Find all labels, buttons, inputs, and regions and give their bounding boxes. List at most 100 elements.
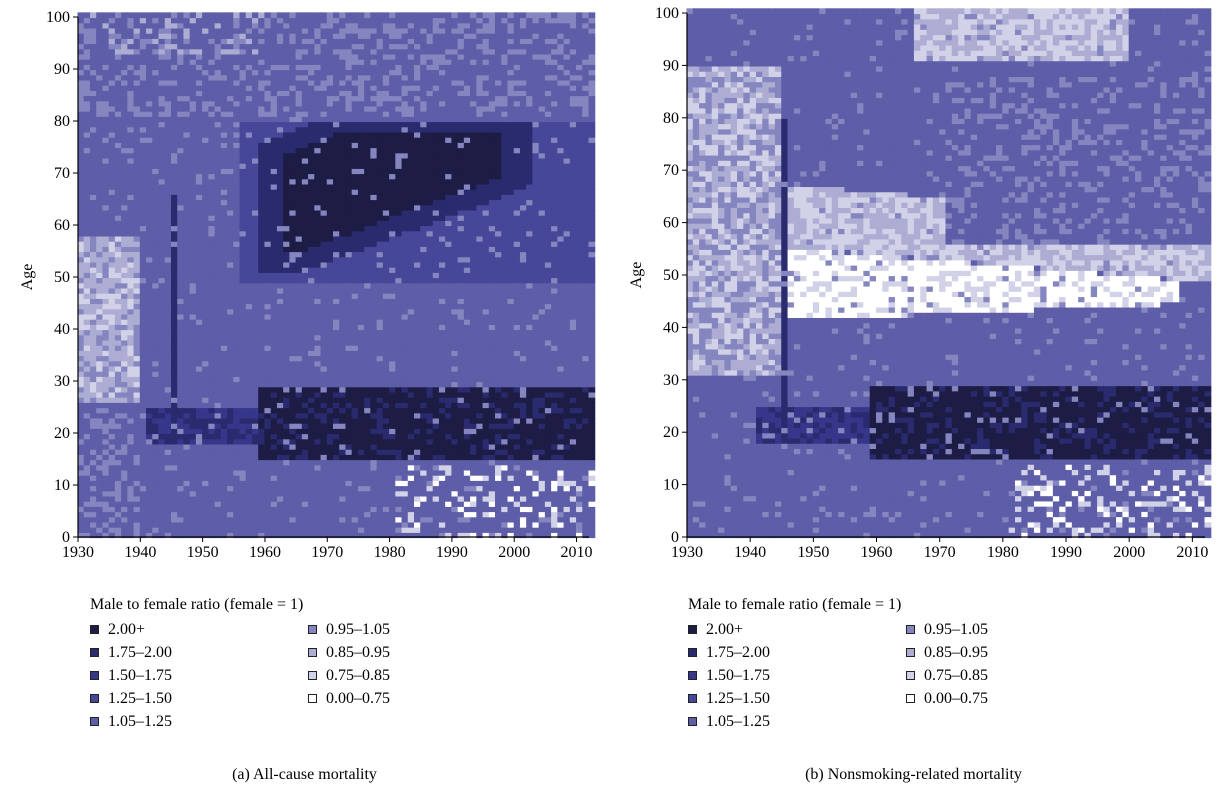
- heatmap-cell: [357, 85, 365, 91]
- heatmap-cell: [314, 412, 322, 419]
- heatmap-cell: [382, 334, 390, 341]
- heatmap-cell: [164, 38, 172, 45]
- heatmap-cell: [339, 417, 346, 424]
- heatmap-cell: [376, 365, 384, 372]
- heatmap-cell: [183, 303, 191, 310]
- heatmap-cell: [121, 225, 128, 232]
- heatmap-cell: [170, 38, 178, 45]
- heatmap-cell: [164, 131, 172, 138]
- heatmap-cell: [264, 334, 272, 341]
- heatmap-cell: [183, 215, 191, 221]
- heatmap-cell: [270, 147, 278, 154]
- heatmap-cell: [108, 501, 116, 507]
- heatmap-cell: [164, 360, 172, 367]
- heatmap-cell: [308, 17, 315, 24]
- heatmap-cell: [233, 256, 241, 263]
- heatmap-cell: [345, 74, 353, 81]
- heatmap-cell: [339, 215, 346, 221]
- heatmap-cell: [339, 241, 346, 247]
- heatmap-cell: [89, 490, 97, 497]
- heatmap-cell: [320, 121, 328, 128]
- heatmap-cell: [345, 329, 353, 336]
- heatmap-cell: [301, 241, 309, 247]
- heatmap-cell: [357, 178, 365, 185]
- heatmap-cell: [96, 381, 103, 388]
- heatmap-cell: [264, 485, 272, 492]
- heatmap-cell: [289, 183, 297, 190]
- heatmap-cell: [357, 365, 365, 372]
- heatmap-cell: [283, 105, 290, 112]
- heatmap-cell: [270, 350, 278, 357]
- heatmap-cell: [339, 443, 346, 450]
- heatmap-cell: [164, 22, 172, 29]
- heatmap-cell: [251, 511, 259, 518]
- heatmap-cell: [326, 215, 334, 221]
- heatmap-cell: [108, 527, 116, 533]
- heatmap-cell: [245, 412, 253, 419]
- heatmap-cell: [77, 371, 85, 377]
- heatmap-cell: [89, 105, 97, 112]
- heatmap-cell: [295, 386, 303, 393]
- heatmap-cell: [133, 277, 141, 284]
- heatmap-cell: [89, 251, 97, 258]
- heatmap-cell: [96, 17, 103, 24]
- heatmap-cell: [189, 85, 197, 91]
- heatmap-cell: [251, 22, 259, 29]
- heatmap-cell: [364, 329, 371, 336]
- heatmap-cell: [195, 215, 203, 221]
- heatmap-cell: [158, 131, 166, 138]
- heatmap-cell: [308, 532, 315, 539]
- heatmap-cell: [146, 251, 153, 258]
- heatmap-cell: [127, 116, 135, 123]
- heatmap-cell: [233, 173, 241, 180]
- heatmap-cell: [370, 303, 378, 310]
- heatmap-cell: [283, 381, 290, 388]
- heatmap-cell: [364, 350, 371, 357]
- heatmap-cell: [314, 168, 322, 175]
- heatmap-cell: [96, 365, 103, 372]
- heatmap-cell: [127, 59, 135, 65]
- heatmap-cell: [382, 480, 390, 487]
- heatmap-cell: [276, 246, 284, 253]
- heatmap-cell: [102, 74, 110, 81]
- heatmap-cell: [96, 100, 103, 107]
- heatmap-cell: [133, 22, 141, 29]
- heatmap-cell: [283, 371, 290, 377]
- heatmap-cell: [251, 183, 259, 190]
- heatmap-cell: [127, 277, 135, 284]
- heatmap-cell: [364, 433, 371, 440]
- heatmap-cell: [146, 449, 153, 455]
- heatmap-cell: [127, 147, 135, 154]
- heatmap-cell: [177, 64, 184, 71]
- heatmap-cell: [108, 319, 116, 325]
- heatmap-cell: [376, 350, 384, 357]
- heatmap-cell: [227, 33, 234, 39]
- heatmap-cell: [195, 329, 203, 336]
- heatmap-cell: [351, 17, 359, 24]
- heatmap-cell: [295, 308, 303, 315]
- heatmap-cell: [102, 178, 110, 185]
- heatmap-cell: [127, 293, 135, 299]
- heatmap-cell: [195, 189, 203, 195]
- heatmap-cell: [158, 282, 166, 289]
- heatmap-cell: [189, 381, 197, 388]
- heatmap-cell: [170, 454, 178, 461]
- heatmap-cell: [326, 293, 334, 299]
- heatmap-cell: [127, 443, 135, 450]
- heatmap-cell: [357, 12, 365, 19]
- heatmap-cell: [208, 43, 216, 50]
- heatmap-cell: [83, 111, 91, 117]
- heatmap-cell: [77, 168, 85, 175]
- heatmap-cell: [289, 38, 297, 45]
- heatmap-cell: [183, 100, 191, 107]
- heatmap-cell: [326, 189, 334, 195]
- heatmap-cell: [139, 121, 147, 128]
- heatmap-cell: [301, 277, 309, 284]
- heatmap-cell: [214, 12, 222, 19]
- heatmap-cell: [170, 17, 178, 24]
- heatmap-cell: [370, 147, 378, 154]
- heatmap-cell: [214, 131, 222, 138]
- heatmap-cell: [270, 412, 278, 419]
- heatmap-cell: [89, 261, 97, 268]
- heatmap-cell: [133, 209, 141, 216]
